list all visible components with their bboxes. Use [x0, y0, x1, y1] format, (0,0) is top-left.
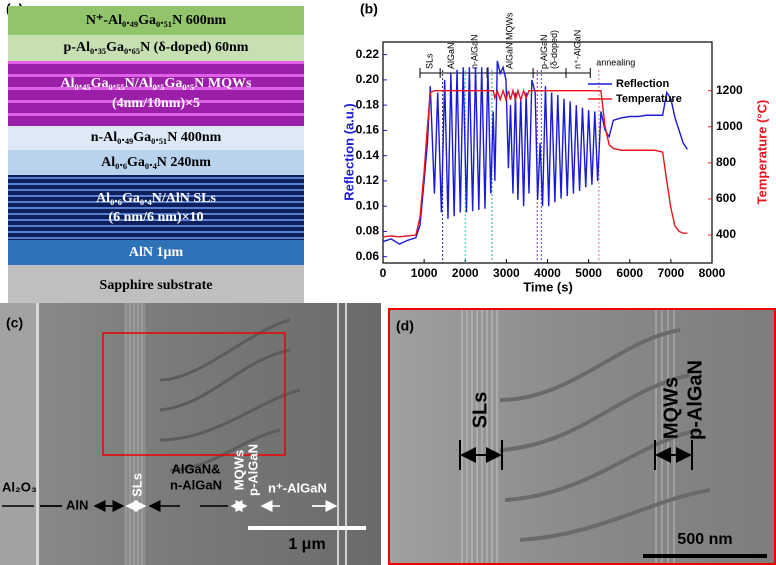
y-tick-label: 0.16 [356, 123, 380, 137]
layer-label: SLs [469, 392, 491, 429]
sem-edge [36, 303, 39, 565]
x-tick-label: 5000 [575, 266, 602, 280]
sem-streaks [499, 328, 711, 542]
sem-streaks [159, 318, 301, 472]
layer-label: MQWs [660, 377, 682, 439]
layer-label: Sapphire substrate [100, 278, 213, 293]
scale-bar [643, 554, 767, 558]
x-tick-label: 3000 [493, 266, 520, 280]
layer-label: Al₀.₆Ga₀.₄N 240nm [101, 155, 211, 170]
layer-label: p-AlGaN [245, 444, 260, 496]
scale-label: 500 nm [677, 531, 732, 548]
layer [8, 35, 304, 61]
sem-stripes [337, 303, 347, 565]
y-tick-label: 0.12 [356, 173, 380, 187]
layer-label: Al₀.₄₅Ga₀.₅₅N/Al₀.₅Ga₀.₅N MQWs [61, 76, 252, 91]
series-line [382, 88, 688, 238]
scale-bar [248, 526, 366, 530]
layer-label: MQWs [231, 450, 246, 490]
layer-label: (6 nm/6 nm)×10 [108, 210, 203, 225]
layer-label: Al₂O₃ [2, 479, 37, 494]
layer-label: p-Al₀.₃₅Ga₀.₆₅N (δ-doped) 60nm [64, 40, 249, 55]
stage-label: p-AlGaN [539, 34, 549, 69]
layer-label: SLs [129, 473, 144, 497]
scale-label: 1 μm [288, 536, 325, 553]
layer [8, 6, 304, 35]
y2-tick-label: 600 [716, 191, 736, 205]
layer [8, 126, 304, 150]
y-tick-label: 0.18 [356, 97, 380, 111]
layer-stack [8, 6, 304, 305]
sem-stripes [655, 310, 675, 563]
annotation: annealing [596, 57, 635, 67]
x-tick-label: 6000 [616, 266, 643, 280]
y-tick-label: 0.20 [356, 72, 380, 86]
bracket [654, 440, 693, 470]
sem-background [0, 303, 381, 565]
stage-label: AlGaN [446, 42, 456, 69]
layer-label: Al₀.₆Ga₀.₄N/AlN SLs [96, 191, 216, 206]
zoom-box [102, 332, 286, 456]
x-tick-label: 2000 [452, 266, 479, 280]
panel-label: (d) [396, 318, 414, 334]
y-tick-label: 0.22 [356, 47, 380, 61]
x-tick-label: 0 [380, 266, 387, 280]
x-tick-label: 1000 [411, 266, 438, 280]
sem-background [388, 308, 776, 565]
layer-label: AlGaN& [171, 461, 220, 476]
sem-stripes [125, 303, 143, 565]
stage-label: n⁺-AlGaN [573, 30, 583, 69]
x-axis-title: Time (s) [523, 279, 573, 294]
y2-axis-title: Temperature (°C) [754, 100, 769, 205]
x-tick-label: 7000 [658, 266, 685, 280]
stage-label: n-AlGaN [469, 34, 479, 69]
legend-label: Reflection [616, 78, 669, 90]
sem-region [124, 303, 146, 565]
layer-label: AlN 1μm [129, 245, 184, 260]
stage-label: SLs [424, 53, 434, 69]
layer-label: (4nm/10nm)×5 [112, 96, 200, 111]
layer-label: n⁺-AlGaN [268, 480, 327, 495]
layer [8, 150, 304, 175]
y-tick-label: 0.10 [356, 198, 380, 212]
panel-label: (b) [360, 1, 378, 17]
x-tick-label: 8000 [699, 266, 726, 280]
layer [8, 175, 304, 240]
sem-region [0, 303, 36, 565]
bracket [459, 440, 503, 470]
sem-stripes [461, 310, 498, 563]
sem-image [0, 303, 381, 565]
y2-tick-label: 1200 [716, 83, 743, 97]
layer [8, 240, 304, 265]
y-tick-label: 0.14 [356, 148, 380, 162]
y2-tick-label: 800 [716, 155, 736, 169]
stage-label: AlGaN MQWs [504, 12, 514, 69]
panel-label: (c) [6, 315, 23, 331]
layer-label: n-Al₀.₄₉Ga₀.₅₁N 400nm [91, 130, 222, 145]
layer-label: n-AlGaN [170, 477, 222, 492]
layer [8, 265, 304, 305]
stage-label: (δ-doped) [549, 30, 559, 69]
legend-label: Temperature [616, 93, 682, 105]
y2-tick-label: 400 [716, 227, 736, 241]
sem-image [388, 308, 776, 565]
x-tick-label: 4000 [534, 266, 561, 280]
layer [8, 61, 304, 126]
y2-tick-label: 1000 [716, 119, 743, 133]
layer-label: p-AlGaN [684, 360, 706, 440]
y-tick-label: 0.06 [356, 249, 380, 263]
y-tick-label: 0.08 [356, 224, 380, 238]
layer-label: N⁺-Al₀.₄₉Ga₀.₅₁N 600nm [86, 13, 227, 28]
y-axis-title: Reflection (a.u.) [341, 103, 356, 201]
layer-label: AlN [66, 497, 88, 512]
